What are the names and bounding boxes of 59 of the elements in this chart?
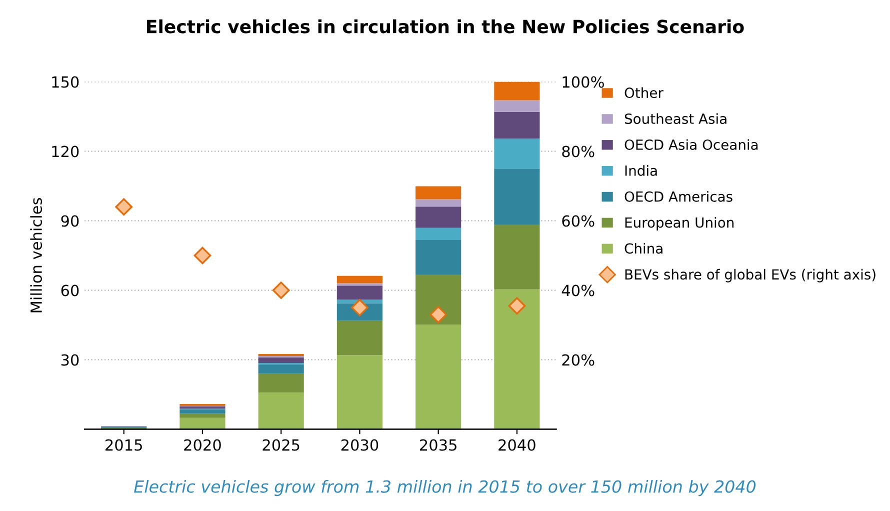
x-tick-label: 2015 [106,439,142,451]
bar [494,289,540,430]
y-axis-title: Million vehicles [30,198,42,312]
text: Electric vehicles grow from 1.3 million in 2015 to over 150 million by 2040 [134,480,756,496]
y2-tick-label: 80% [562,146,594,158]
point [115,198,133,216]
x-tick-label: 2025 [262,439,300,451]
bar [494,112,540,139]
y2-tick-label: 100% [562,76,604,88]
chart-title: Electric vehicles in circulation in the New Policies Scenario [147,19,744,34]
y-tick-label: 30 [61,354,79,366]
y-tick-label: 60 [61,284,79,296]
point [272,282,290,299]
x-tick-label: 2020 [184,439,221,451]
y2-tick-label: 60% [562,215,594,227]
x-tick-label: 2035 [420,439,456,451]
legend-label: China [624,242,662,254]
bar [494,168,540,224]
legend-label: OECD Americas [624,191,732,202]
bar [494,100,540,112]
y2-tick-label: 20% [562,354,594,366]
bar [494,82,540,100]
bar [416,240,462,274]
bar [416,199,462,207]
point [351,298,368,316]
legend-label: India [625,165,657,176]
legend-label: European Union [625,217,734,230]
bar [336,276,383,284]
bar [180,418,226,430]
bar [258,374,304,393]
bar [336,355,383,430]
bar [416,186,462,200]
bar [416,206,462,228]
bar [180,414,226,418]
bar [258,364,304,374]
legend-label: Other [624,87,664,98]
legend-label: OECD Asia Oceania [624,139,758,150]
legend-label: BEVs share of global EVs (right axis) [625,268,876,282]
point [430,306,448,324]
x-tick-label: 2030 [341,439,378,451]
bar [494,138,540,169]
y-tick-label: 150 [52,76,79,88]
bar [180,409,226,414]
bar [416,228,462,240]
y2-tick-label: 40% [562,284,594,296]
x-tick-label: 2040 [498,439,536,451]
bar [258,392,304,430]
point [508,297,526,315]
legend-label: Southeast Asia [624,113,726,124]
y-tick-label: 90 [61,215,79,227]
y-tick-label: 120 [52,146,79,158]
point [194,246,212,264]
bar [416,274,462,325]
bar [336,286,383,300]
bar [258,354,304,356]
bar [336,320,383,356]
bar [416,324,462,430]
bar [494,224,540,290]
bar [258,357,304,363]
